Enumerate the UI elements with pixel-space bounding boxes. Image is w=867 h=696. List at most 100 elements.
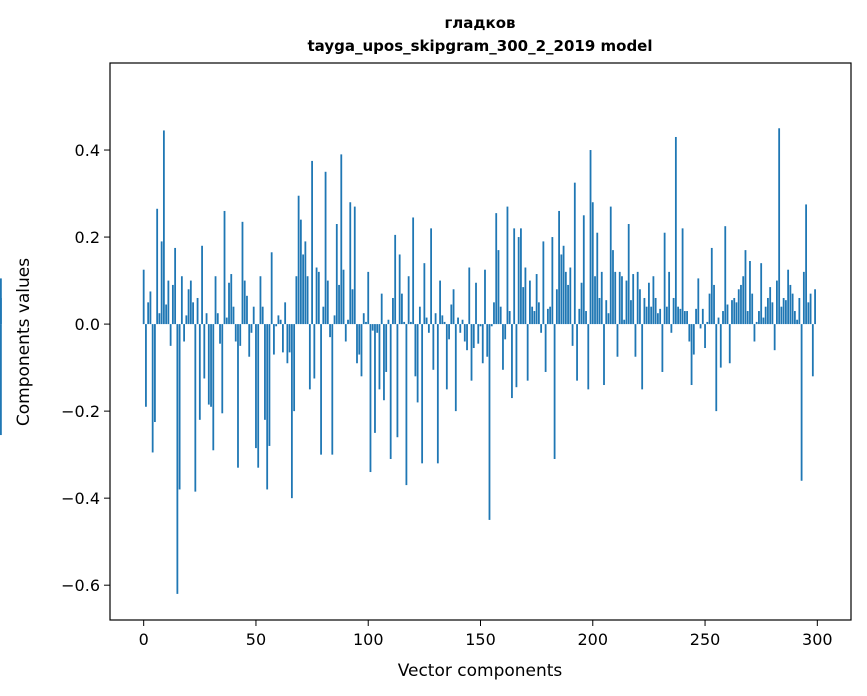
bar bbox=[360, 324, 363, 377]
bar bbox=[612, 250, 614, 325]
bar bbox=[448, 324, 450, 340]
bar bbox=[394, 234, 397, 325]
bar bbox=[564, 271, 567, 325]
x-tick-label: 250 bbox=[690, 630, 721, 649]
bar bbox=[288, 324, 291, 353]
bar bbox=[180, 276, 183, 325]
bar bbox=[149, 291, 152, 325]
bar bbox=[540, 324, 543, 333]
bar bbox=[466, 324, 468, 351]
bar bbox=[793, 311, 796, 325]
bar bbox=[546, 308, 549, 325]
bar bbox=[308, 324, 311, 390]
bar bbox=[145, 324, 147, 407]
bar bbox=[652, 276, 655, 325]
bar bbox=[241, 221, 244, 325]
bar bbox=[414, 324, 417, 377]
bar bbox=[594, 276, 596, 325]
bar bbox=[634, 324, 637, 357]
bar bbox=[733, 297, 736, 325]
bar bbox=[735, 302, 738, 325]
bar bbox=[432, 324, 435, 370]
bar bbox=[508, 311, 511, 325]
bar bbox=[160, 241, 163, 325]
bar bbox=[214, 276, 217, 325]
bar bbox=[681, 228, 684, 325]
bar bbox=[802, 271, 805, 325]
bar bbox=[744, 250, 747, 325]
bar bbox=[731, 300, 733, 325]
bar bbox=[454, 324, 457, 412]
bar bbox=[387, 319, 390, 325]
bar bbox=[151, 324, 154, 453]
bar bbox=[246, 295, 248, 325]
bar bbox=[421, 324, 424, 464]
bar bbox=[549, 306, 552, 325]
bar bbox=[297, 195, 300, 325]
bar bbox=[0, 324, 2, 436]
bar bbox=[551, 237, 554, 325]
y-axis-label: Components values bbox=[14, 258, 34, 426]
bar bbox=[216, 313, 219, 325]
bar bbox=[405, 324, 408, 486]
bar bbox=[261, 306, 264, 325]
bar bbox=[526, 324, 529, 381]
bar bbox=[353, 206, 356, 325]
bar bbox=[650, 306, 653, 325]
bar bbox=[403, 321, 406, 325]
bar bbox=[589, 150, 592, 325]
bar bbox=[737, 289, 740, 325]
y-tick-label: −0.4 bbox=[61, 489, 100, 508]
bar bbox=[513, 228, 516, 325]
bar bbox=[232, 306, 235, 325]
bar bbox=[769, 287, 772, 325]
bar bbox=[385, 324, 388, 372]
bar bbox=[443, 321, 446, 325]
bar bbox=[284, 302, 287, 325]
bar bbox=[791, 293, 794, 325]
bar bbox=[719, 324, 722, 368]
bar bbox=[221, 324, 224, 414]
bar bbox=[389, 324, 392, 459]
bar bbox=[701, 308, 704, 325]
bar bbox=[430, 228, 432, 325]
bar bbox=[713, 284, 715, 325]
bar bbox=[203, 324, 206, 379]
bar bbox=[499, 306, 502, 325]
bar bbox=[340, 154, 343, 325]
chart-title-line-1: гладков bbox=[444, 14, 515, 32]
bar bbox=[299, 219, 302, 325]
bar bbox=[239, 324, 242, 346]
x-tick-label: 300 bbox=[802, 630, 833, 649]
bar bbox=[295, 276, 298, 325]
bar bbox=[654, 297, 657, 325]
bar bbox=[326, 280, 329, 325]
bar bbox=[616, 324, 619, 357]
bar bbox=[317, 271, 320, 325]
bar bbox=[266, 324, 269, 490]
bar bbox=[207, 324, 210, 405]
bar bbox=[710, 247, 713, 325]
bar bbox=[183, 324, 185, 342]
bar bbox=[358, 324, 361, 355]
bar bbox=[486, 324, 489, 357]
bar bbox=[639, 289, 641, 325]
bar bbox=[365, 321, 367, 325]
bar bbox=[436, 324, 439, 464]
bar bbox=[282, 324, 284, 353]
bar bbox=[234, 324, 237, 342]
bar bbox=[156, 208, 159, 325]
x-tick-label: 50 bbox=[246, 630, 266, 649]
bar bbox=[259, 276, 262, 325]
bar bbox=[427, 324, 430, 333]
bar bbox=[618, 271, 621, 325]
bar bbox=[490, 324, 493, 327]
bar bbox=[502, 324, 504, 370]
chart-title-line-2: tayga_upos_skipgram_300_2_2019 model bbox=[308, 37, 653, 55]
bar bbox=[212, 324, 215, 451]
bar bbox=[560, 254, 563, 325]
bar bbox=[625, 280, 628, 325]
bar bbox=[302, 254, 305, 325]
bar bbox=[147, 302, 150, 325]
x-axis-ticks: 0 50 100 150 200 250 300 bbox=[139, 620, 833, 649]
